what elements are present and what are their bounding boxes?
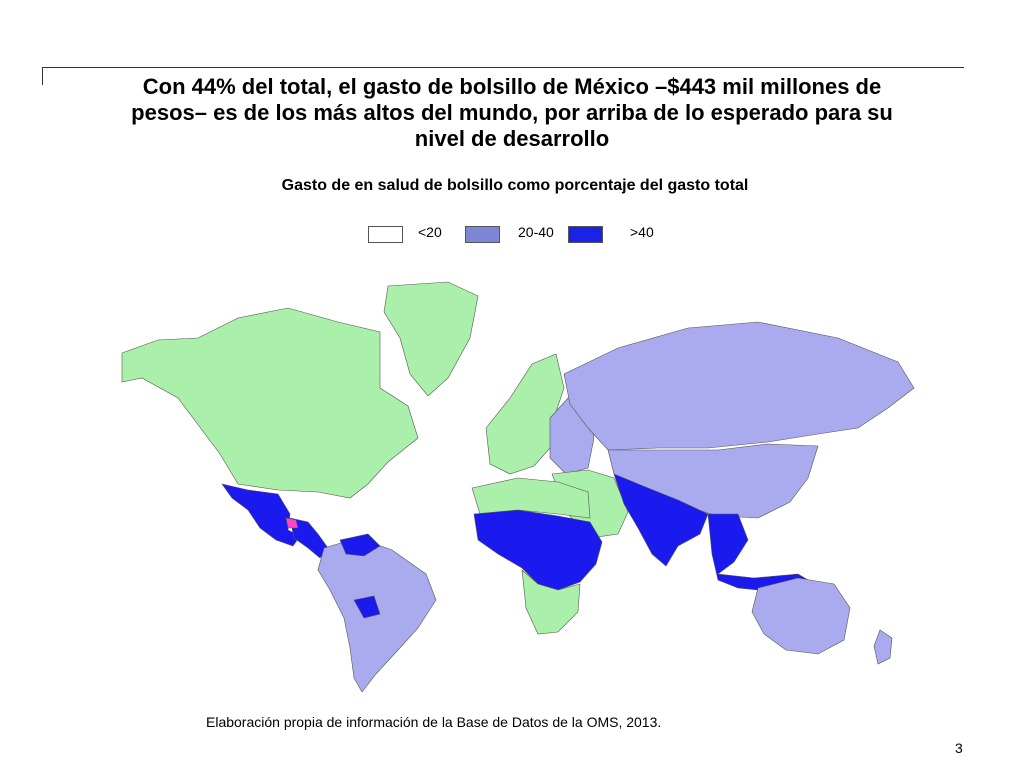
legend-swatch-low: [368, 226, 403, 243]
region-south-asia: [613, 473, 709, 567]
page-number: 3: [955, 740, 963, 756]
region-greenland: [383, 281, 479, 397]
title-line-3: nivel de desarrollo: [414, 126, 610, 151]
title-line-1: Con 44% del total, el gasto de bolsillo …: [142, 74, 882, 99]
title-line-2: pesos– es de los más altos del mundo, po…: [131, 100, 893, 125]
legend-label-low: <20: [418, 224, 442, 240]
map-subtitle: Gasto de en salud de bolsillo como porce…: [281, 177, 749, 194]
region-mexico: [221, 483, 301, 547]
region-mexico-highlight: [285, 517, 299, 529]
region-australia: [751, 577, 851, 655]
legend-label-high: >40: [630, 224, 654, 240]
top-rule: [42, 67, 964, 68]
region-venezuela: [339, 533, 381, 557]
region-sub-saharan-africa: [473, 509, 603, 591]
legend-swatch-mid: [465, 226, 500, 243]
slide-title: Con 44% del total, el gasto de bolsillo …: [60, 74, 964, 152]
source-note: Elaboración propia de información de la …: [206, 714, 662, 730]
legend-swatch-high: [568, 226, 603, 243]
region-southern-africa: [521, 569, 581, 635]
world-map-svg: [121, 281, 915, 693]
region-russia: [563, 321, 915, 451]
map-legend: <20 20-40 >40: [0, 222, 1024, 246]
region-bolivia: [353, 595, 381, 619]
top-rule-tick: [42, 67, 43, 85]
region-new-zealand: [873, 629, 893, 665]
world-map: [118, 278, 920, 698]
region-north-america: [121, 307, 419, 499]
legend-label-mid: 20-40: [518, 224, 554, 240]
region-southeast-asia: [707, 513, 819, 593]
